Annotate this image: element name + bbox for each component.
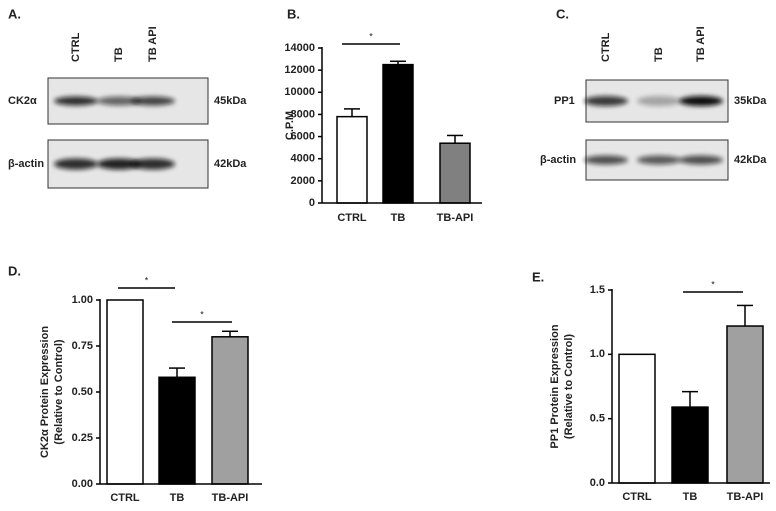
bar bbox=[382, 63, 414, 204]
protein-label: CK2α bbox=[8, 95, 37, 107]
bar bbox=[336, 115, 368, 204]
lane-label: TB bbox=[113, 47, 125, 62]
y-axis-label: (Relative to Control) bbox=[53, 339, 65, 444]
x-tick-label: TB bbox=[391, 212, 406, 224]
y-axis-label: PP1 Protein Expression bbox=[549, 324, 561, 448]
error-bar bbox=[737, 304, 753, 327]
blot-band bbox=[97, 158, 141, 170]
size-label: 35kDa bbox=[734, 95, 767, 107]
error-bar bbox=[390, 60, 406, 65]
blot-band bbox=[97, 96, 141, 106]
blot-band bbox=[584, 96, 628, 106]
y-tick-label: 1.0 bbox=[590, 348, 605, 360]
y-tick-label: 0.00 bbox=[72, 478, 93, 490]
lane-label: TB bbox=[653, 47, 665, 62]
x-tick-label: CTRL bbox=[110, 492, 140, 504]
error-bar bbox=[344, 108, 360, 117]
y-tick-label: 0 bbox=[309, 197, 315, 209]
x-tick-label: TB-API bbox=[212, 492, 249, 504]
panel-label: A. bbox=[8, 6, 21, 21]
blot-band bbox=[679, 155, 723, 165]
blot-band bbox=[131, 96, 175, 106]
significance-star: * bbox=[200, 309, 204, 319]
size-label: 42kDa bbox=[214, 158, 247, 170]
y-axis-label: (Relative to Control) bbox=[563, 334, 575, 439]
significance-star: * bbox=[711, 279, 715, 289]
y-tick-label: 8000 bbox=[291, 108, 315, 120]
blot-band bbox=[637, 96, 681, 106]
y-tick-label: 4000 bbox=[291, 153, 315, 165]
x-tick-label: TB bbox=[683, 491, 698, 503]
blot-band bbox=[679, 96, 723, 106]
error-bar bbox=[222, 330, 238, 337]
blot-band bbox=[54, 158, 98, 170]
bar bbox=[671, 406, 709, 484]
significance-star: * bbox=[145, 275, 149, 285]
y-tick-label: 0.50 bbox=[72, 386, 93, 398]
bar bbox=[158, 376, 196, 485]
y-tick-label: 0.75 bbox=[72, 340, 93, 352]
panel-label: D. bbox=[8, 263, 21, 278]
x-tick-label: TB-API bbox=[727, 491, 764, 503]
y-tick-label: 1.00 bbox=[72, 294, 93, 306]
y-tick-label: 0.5 bbox=[590, 413, 605, 425]
blot-band bbox=[131, 158, 175, 170]
size-label: 45kDa bbox=[214, 95, 247, 107]
x-tick-label: TB bbox=[170, 492, 185, 504]
y-tick-label: 12000 bbox=[284, 64, 315, 76]
lane-label: TB API bbox=[695, 26, 707, 62]
error-bar bbox=[169, 367, 185, 378]
y-axis-label: C.P.M bbox=[284, 111, 296, 140]
y-axis-label: CK2α Protein Expression bbox=[39, 326, 51, 458]
lane-label: CTRL bbox=[70, 32, 82, 62]
y-tick-label: 1.5 bbox=[590, 284, 605, 296]
blot-band bbox=[54, 96, 98, 106]
y-tick-label: 10000 bbox=[284, 86, 315, 98]
bar bbox=[439, 142, 471, 204]
y-tick-label: 6000 bbox=[291, 130, 315, 142]
y-tick-label: 14000 bbox=[284, 42, 315, 54]
panel-label: B. bbox=[287, 6, 300, 21]
protein-label: PP1 bbox=[554, 95, 575, 107]
panel-label: C. bbox=[556, 6, 569, 21]
bar bbox=[726, 325, 764, 484]
blot-band bbox=[637, 155, 681, 165]
error-bar bbox=[447, 134, 463, 144]
significance-star: * bbox=[369, 31, 373, 41]
blot-band bbox=[584, 155, 628, 165]
lane-label: CTRL bbox=[600, 32, 612, 62]
y-tick-label: 0.25 bbox=[72, 432, 93, 444]
protein-label: β-actin bbox=[540, 154, 576, 166]
lane-label: TB API bbox=[147, 26, 159, 62]
error-bar bbox=[682, 390, 698, 408]
x-tick-label: CTRL bbox=[622, 491, 652, 503]
y-tick-label: 2000 bbox=[291, 175, 315, 187]
panel-label: E. bbox=[532, 269, 544, 284]
x-tick-label: TB-API bbox=[437, 212, 474, 224]
protein-label: β-actin bbox=[8, 158, 44, 170]
size-label: 42kDa bbox=[734, 154, 767, 166]
x-tick-label: CTRL bbox=[337, 212, 367, 224]
y-tick-label: 0.0 bbox=[590, 477, 605, 489]
bar bbox=[211, 336, 249, 485]
bar bbox=[106, 299, 144, 485]
bar bbox=[618, 353, 656, 484]
